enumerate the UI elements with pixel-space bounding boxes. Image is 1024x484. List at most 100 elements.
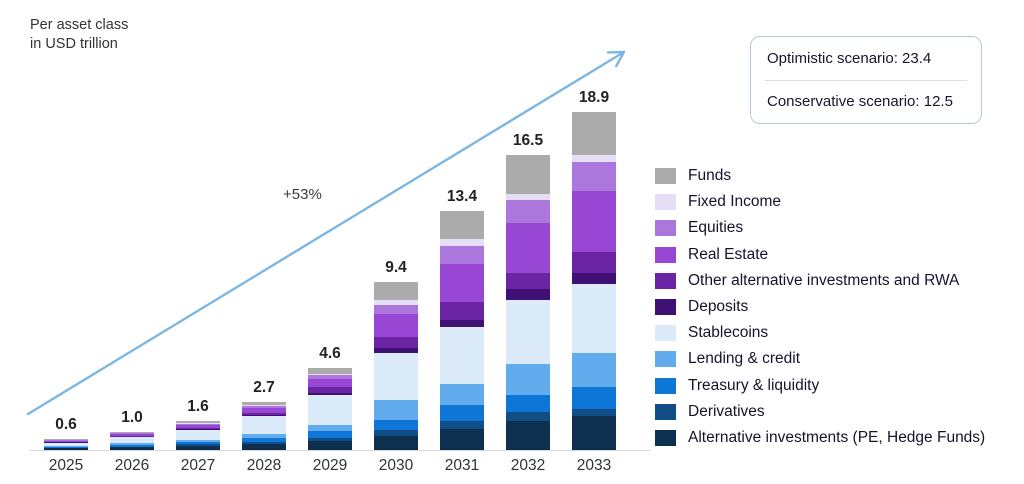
bar-segment (506, 273, 550, 290)
bar-group-2029: 4.6 (308, 345, 352, 450)
bar-segment (110, 432, 154, 434)
bar-segment (242, 443, 286, 450)
bar-group-2028: 2.7 (242, 379, 286, 450)
bar-segment (440, 264, 484, 302)
bar-segment (242, 408, 286, 413)
bar-segment (242, 416, 286, 434)
bar-segment (110, 447, 154, 450)
legend-item-label: Equities (688, 219, 744, 237)
legend-swatch (655, 194, 676, 211)
bar-segment (572, 353, 616, 388)
x-axis-label: 2027 (180, 457, 216, 474)
bar-segment (374, 282, 418, 300)
bar-segment (374, 399, 418, 420)
bar-segment (176, 444, 220, 446)
bar-segment (110, 446, 154, 448)
x-axis-label: 2028 (246, 457, 282, 474)
bar-segment (308, 374, 352, 375)
bar-segment (572, 251, 616, 274)
bar-segment (44, 448, 88, 450)
bar-segment (572, 408, 616, 417)
bar-segment (374, 299, 418, 306)
bar-segment (242, 412, 286, 416)
page-title: Per asset class in USD trillion (30, 16, 128, 54)
bar-segment (44, 446, 88, 447)
bar-value-label: 9.4 (385, 259, 407, 276)
x-axis-label: 2025 (48, 457, 84, 474)
page-title-line-1: Per asset class (30, 17, 129, 33)
bar-segment (572, 283, 616, 354)
scenario-divider (765, 79, 967, 81)
legend-swatch (655, 325, 676, 342)
bar-segment (176, 439, 220, 443)
bar-segment (506, 299, 550, 365)
bar-segment (176, 445, 220, 450)
bar-value-label: 13.4 (446, 187, 478, 205)
bar-segment (242, 438, 286, 442)
bar-segment (242, 405, 286, 406)
bar-segment (572, 112, 616, 156)
legend-swatch (655, 220, 676, 237)
bar-segment (440, 326, 484, 384)
bar-segment (440, 428, 484, 450)
bar-group-2025: 0.6 (44, 416, 88, 450)
bar-value-label: 18.9 (578, 89, 610, 107)
legend-item: Stablecoins (655, 320, 985, 346)
legend-item: Real Estate (655, 242, 985, 268)
conservative-scenario-label: Conservative scenario: 12.5 (767, 93, 953, 111)
bar-segment (110, 433, 154, 436)
bar-segment (506, 412, 550, 422)
legend-item-label: Fixed Income (688, 193, 782, 211)
legend-item-label: Funds (688, 167, 732, 185)
legend-swatch (655, 403, 676, 420)
bar-group-2030: 9.4 (374, 259, 418, 450)
bar-segment (374, 337, 418, 349)
legend-item: Other alternative investments and RWA (655, 268, 985, 294)
bar-group-2033: 18.9 (572, 89, 616, 450)
bar-segment (572, 416, 616, 450)
bar-value-label: 4.6 (319, 344, 341, 362)
bar-segment (374, 353, 418, 400)
legend-item-label: Alternative investments (PE, Hedge Funds… (688, 428, 986, 446)
bar-segment (308, 379, 352, 388)
bar-segment (176, 429, 220, 430)
legend-item: Treasury & liquidity (655, 373, 985, 399)
growth-label: +53% (283, 186, 322, 203)
bar-segment (440, 210, 484, 240)
legend-item: Fixed Income (655, 189, 985, 215)
bar-segment (242, 405, 286, 409)
bar-group-2027: 1.6 (176, 398, 220, 450)
bar-segment (374, 419, 418, 431)
bar-group-2032: 16.5 (506, 132, 550, 450)
bar-value-label: 0.6 (55, 416, 77, 434)
bar-segment (44, 441, 88, 443)
bar-segment (176, 442, 220, 445)
bar-segment (308, 431, 352, 438)
bar-segment (242, 441, 286, 444)
bar-segment (572, 190, 616, 252)
page-title-line-2: in USD trillion (30, 36, 118, 52)
bar-segment (44, 440, 88, 442)
bar-segment (572, 273, 616, 284)
bar-segment (440, 383, 484, 406)
bar-segment (44, 440, 88, 441)
bar-segment (110, 435, 154, 437)
bar-segment (176, 429, 220, 440)
legend-item: Funds (655, 163, 985, 189)
bar-segment (374, 314, 418, 338)
bar-segment (572, 155, 616, 163)
bar-segment (44, 439, 88, 440)
bar-segment (506, 222, 550, 274)
legend-item: Equities (655, 215, 985, 241)
bar-value-label: 16.5 (512, 132, 544, 150)
bar-segment (176, 421, 220, 424)
bar-group-2026: 1.0 (110, 409, 154, 450)
bar-segment (308, 387, 352, 393)
legend-item-label: Deposits (688, 298, 749, 316)
bar-segment (374, 348, 418, 354)
legend-swatch (655, 272, 676, 289)
bar-segment (506, 289, 550, 300)
bar-segment (308, 374, 352, 380)
bar-segment (110, 445, 154, 447)
